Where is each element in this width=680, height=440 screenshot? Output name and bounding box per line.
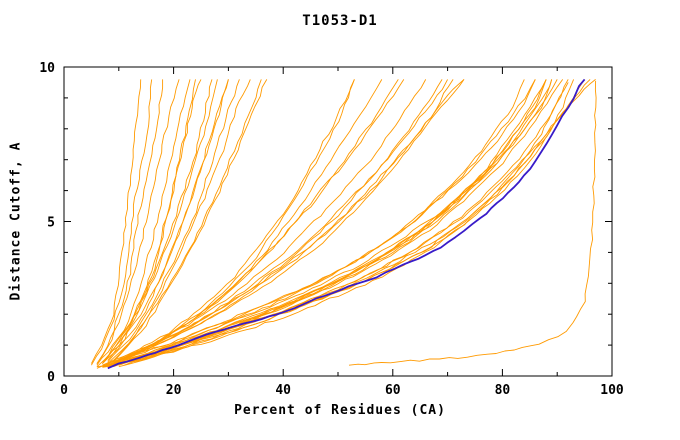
model-curve xyxy=(107,79,240,363)
x-tick-label: 80 xyxy=(495,383,511,398)
x-tick-label: 0 xyxy=(60,383,68,398)
model-curve xyxy=(96,79,180,364)
model-curve xyxy=(118,79,585,366)
x-tick-label: 20 xyxy=(166,383,182,398)
model-curve xyxy=(113,79,443,364)
model-curve xyxy=(124,79,596,366)
model-curve xyxy=(113,79,569,368)
model-curve xyxy=(102,79,564,368)
x-tick-label: 40 xyxy=(275,383,291,398)
model-curve xyxy=(107,79,218,361)
model-curve xyxy=(91,79,153,366)
chart-title: T1053-D1 xyxy=(302,13,378,29)
model-curve xyxy=(96,79,191,366)
y-tick-label: 0 xyxy=(47,370,55,385)
model-curve xyxy=(113,79,553,367)
model-curve xyxy=(96,79,536,368)
model-curve xyxy=(348,80,597,366)
model-curve xyxy=(90,79,142,364)
model-curve xyxy=(107,79,262,364)
y-tick-label: 10 xyxy=(39,61,55,76)
model-curve xyxy=(107,79,355,366)
model-curve xyxy=(112,79,268,363)
model-curve xyxy=(96,79,536,369)
model-curve xyxy=(107,79,454,366)
model-curve xyxy=(118,79,405,363)
model-curve xyxy=(96,79,164,364)
x-tick-label: 100 xyxy=(600,383,624,398)
model-curve xyxy=(102,79,229,364)
model-curve xyxy=(102,79,229,364)
y-tick-label: 5 xyxy=(47,216,55,231)
model-curve xyxy=(118,79,448,363)
model-curve xyxy=(102,79,558,368)
model-curve xyxy=(113,79,465,365)
x-tick-label: 60 xyxy=(385,383,401,398)
model-curve xyxy=(112,79,251,361)
model-curve xyxy=(113,79,427,364)
x-axis-label: Percent of Residues (CA) xyxy=(234,403,446,418)
highlighted-model-curve xyxy=(107,78,586,370)
model-curve xyxy=(102,79,525,368)
